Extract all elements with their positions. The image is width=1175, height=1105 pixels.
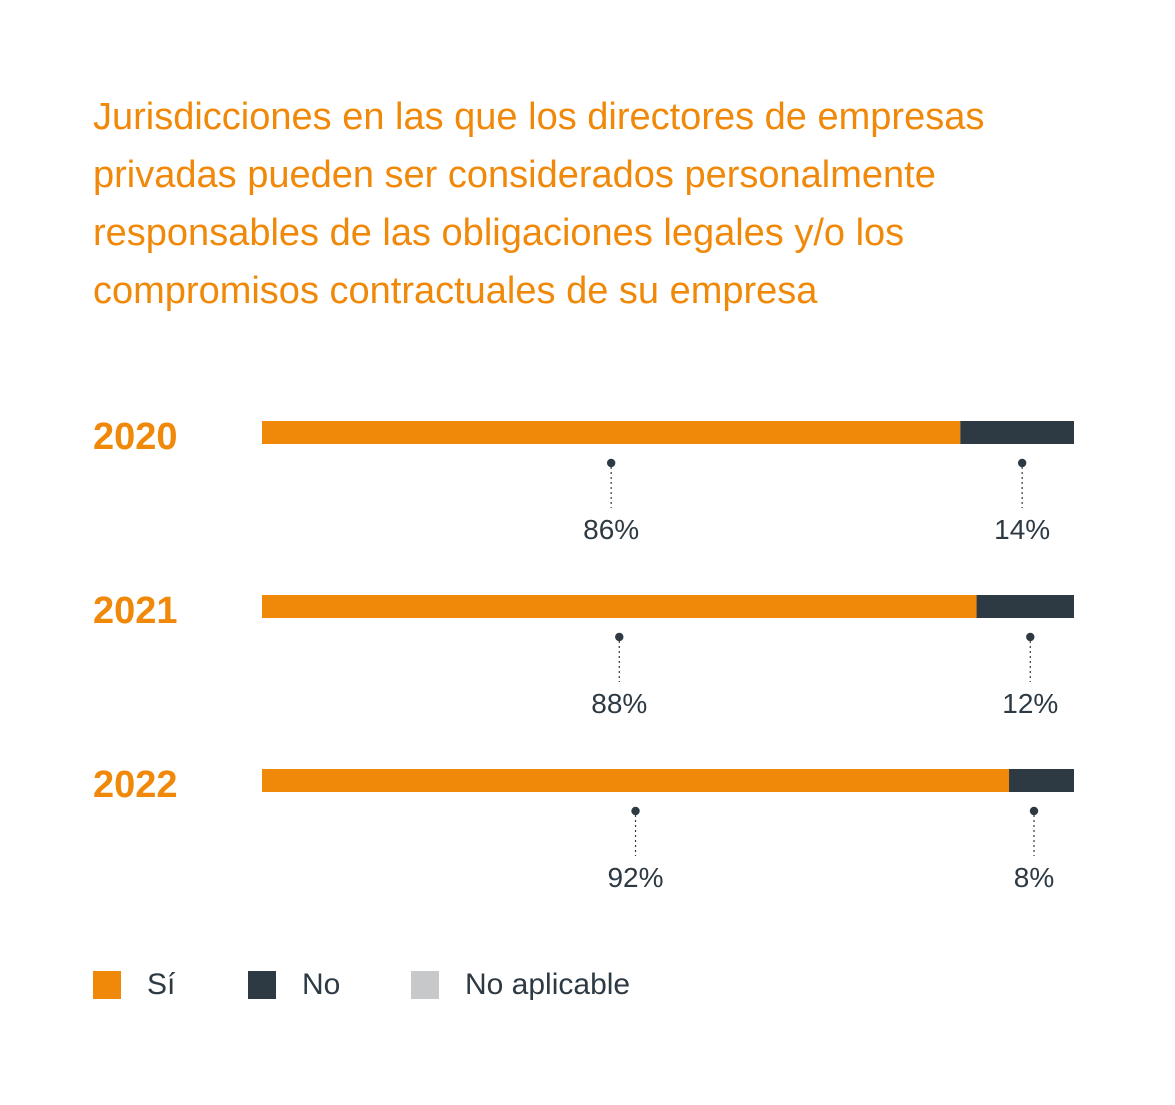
legend-item-no-aplicable: No aplicable bbox=[411, 968, 630, 1002]
connector-dot-2021-1 bbox=[1026, 632, 1035, 642]
connector-dot-2020-0 bbox=[606, 458, 616, 468]
legend-swatch-no bbox=[248, 971, 276, 999]
bar-segment-2022-0 bbox=[262, 769, 1010, 792]
connector-dot-2020-1 bbox=[1017, 458, 1027, 468]
bar-segment-2020-0 bbox=[262, 421, 961, 444]
connector-dot-2022-1 bbox=[1029, 806, 1039, 816]
bar-segment-2021-0 bbox=[262, 595, 977, 618]
legend-item-no: No bbox=[248, 968, 411, 1002]
value-label-2020-0: 86% bbox=[583, 514, 639, 545]
connector-dot-2021-0 bbox=[615, 632, 624, 642]
legend-label-no: No bbox=[302, 968, 341, 1001]
value-label-2020-1: 14% bbox=[994, 514, 1050, 545]
value-label-2022-0: 92% bbox=[607, 862, 663, 893]
legend-item-si: Sí bbox=[93, 968, 248, 1002]
legend-label-no-aplicable: No aplicable bbox=[465, 968, 631, 1001]
bar-segment-2021-1 bbox=[976, 595, 1074, 618]
connector-dot-2022-0 bbox=[631, 806, 640, 816]
year-label-2022: 2022 bbox=[93, 764, 178, 806]
chart-title: Jurisdicciones en las que los directores… bbox=[93, 96, 985, 312]
value-label-2022-1: 8% bbox=[1014, 862, 1054, 893]
bar-segment-2022-1 bbox=[1009, 769, 1074, 792]
value-label-2021-0: 88% bbox=[591, 688, 647, 719]
year-label-2021: 2021 bbox=[93, 590, 178, 632]
chart-legend: Sí No No aplicable bbox=[93, 962, 630, 1008]
bar-segment-2020-1 bbox=[960, 421, 1074, 444]
year-label-2020: 2020 bbox=[93, 416, 178, 458]
legend-swatch-no-aplicable bbox=[411, 971, 439, 999]
legend-label-si: Sí bbox=[147, 968, 176, 1001]
legend-swatch-si bbox=[93, 971, 121, 999]
value-label-2021-1: 12% bbox=[1002, 688, 1058, 719]
